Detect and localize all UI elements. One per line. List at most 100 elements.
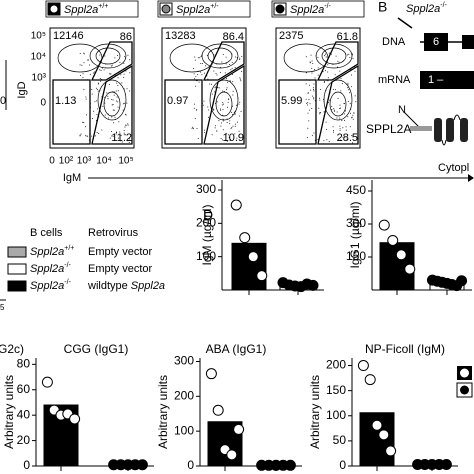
y-tick-label: 0 xyxy=(339,458,346,472)
contour xyxy=(95,47,121,65)
event-dot xyxy=(344,119,346,121)
event-dot xyxy=(117,90,119,92)
event-dot xyxy=(311,67,313,69)
event-dot xyxy=(125,113,127,115)
event-dot xyxy=(237,121,239,123)
legend-swatch xyxy=(7,280,27,292)
event-dot xyxy=(195,76,197,78)
event-dot xyxy=(310,54,312,56)
event-dot xyxy=(83,62,85,64)
event-dot xyxy=(332,126,334,128)
event-dot xyxy=(309,103,311,105)
event-dot xyxy=(345,126,347,128)
contour xyxy=(215,91,233,117)
event-dot xyxy=(112,109,114,111)
event-dot xyxy=(100,69,102,71)
event-dot xyxy=(348,53,350,55)
event-dot xyxy=(337,66,339,68)
data-point xyxy=(256,270,268,282)
gate-value: 1.13 xyxy=(55,95,76,107)
event-dot xyxy=(225,56,227,58)
event-dot xyxy=(98,132,100,134)
event-dot xyxy=(305,83,307,85)
data-point xyxy=(378,219,390,231)
data-point xyxy=(230,199,242,211)
event-dot xyxy=(223,103,225,105)
event-dot xyxy=(327,71,329,73)
event-dot xyxy=(311,135,313,137)
event-dot xyxy=(313,98,315,100)
virus: wildtype xyxy=(87,280,131,292)
event-dot xyxy=(91,88,93,90)
event-dot xyxy=(232,125,234,127)
event-dot xyxy=(232,113,234,115)
event-dot xyxy=(227,101,229,103)
data-point xyxy=(212,404,224,416)
event-dot xyxy=(221,61,223,63)
event-dot xyxy=(214,87,216,89)
event-dot xyxy=(332,129,334,131)
event-dot xyxy=(197,57,199,59)
legend-genotype: Sppl2a-/- xyxy=(30,279,72,292)
event-dot xyxy=(351,135,353,137)
event-dot xyxy=(350,74,352,76)
event-dot xyxy=(330,53,332,55)
event-dot xyxy=(229,120,231,122)
event-dot xyxy=(224,72,226,74)
event-dot xyxy=(352,118,354,120)
event-dot xyxy=(129,59,131,61)
event-dot xyxy=(199,57,201,59)
event-dot xyxy=(348,100,350,102)
event-dot xyxy=(193,103,195,105)
event-dot xyxy=(118,121,120,123)
data-point xyxy=(233,423,245,435)
event-dot xyxy=(123,62,125,64)
event-dot xyxy=(222,109,224,111)
event-dot xyxy=(323,111,325,113)
legend-virus: Empty vector xyxy=(88,263,153,275)
event-dot xyxy=(194,117,196,119)
data-point xyxy=(385,445,397,457)
event-dot xyxy=(91,93,93,95)
event-dot xyxy=(96,131,98,133)
event-dot xyxy=(233,111,235,113)
event-dot xyxy=(339,104,341,106)
icon-dot xyxy=(161,4,171,14)
event-dot xyxy=(319,99,321,101)
event-dot xyxy=(307,112,309,114)
tm-domain xyxy=(434,118,442,142)
event-dot xyxy=(203,129,205,131)
event-dot xyxy=(222,90,224,92)
event-dot xyxy=(232,81,234,83)
event-dot xyxy=(103,69,105,71)
gate xyxy=(202,41,245,81)
y-tick-label: 80 xyxy=(17,357,31,371)
genotype: Sppl2a xyxy=(290,4,324,16)
event-dot xyxy=(213,70,215,72)
event-dot xyxy=(111,116,113,118)
genotype: Sppl2a xyxy=(30,263,64,275)
event-dot xyxy=(220,109,222,111)
event-dot xyxy=(325,121,327,123)
event-dot xyxy=(109,137,111,139)
event-dot xyxy=(317,56,319,58)
event-dot xyxy=(229,80,231,82)
event-dot xyxy=(349,102,351,104)
exon-label: 6 xyxy=(433,36,439,48)
event-dot xyxy=(222,120,224,122)
event-dot xyxy=(226,89,228,91)
event-dot xyxy=(127,123,129,125)
panel-header: Sppl2a+/- xyxy=(176,3,219,16)
data-point xyxy=(456,275,468,287)
event-dot xyxy=(312,88,314,90)
event-dot xyxy=(232,105,234,107)
chart-title: ABA (IgG1) xyxy=(206,342,267,356)
event-dot xyxy=(123,130,125,132)
contour xyxy=(323,79,353,121)
legend-swatch xyxy=(7,246,27,258)
event-dot xyxy=(214,127,216,129)
event-dot xyxy=(129,90,131,92)
event-dot xyxy=(226,78,228,80)
y-tick-label: 200 xyxy=(326,358,346,372)
event-dot xyxy=(325,70,327,72)
